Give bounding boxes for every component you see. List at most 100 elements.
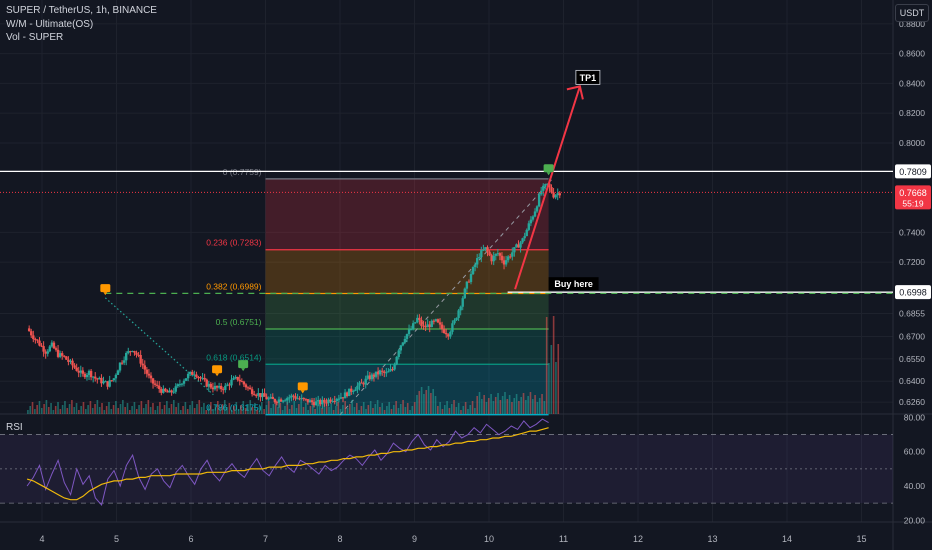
volume-bar — [460, 410, 462, 414]
volume-bar — [339, 409, 342, 414]
candle-body — [517, 244, 520, 248]
volume-bar — [508, 395, 511, 414]
candle-body — [151, 378, 155, 384]
volume-bar — [550, 345, 553, 414]
volume-bar — [543, 401, 546, 414]
candle-body — [286, 398, 289, 401]
candle-body — [383, 371, 386, 373]
signal-marker — [100, 284, 111, 293]
candle-body — [83, 373, 87, 378]
candle-body — [451, 323, 454, 332]
candle-body — [312, 402, 316, 406]
candle-body — [399, 345, 402, 351]
volume-bar — [64, 401, 66, 414]
candle-body — [246, 387, 250, 389]
volume-bar — [59, 409, 62, 414]
volume-bar — [247, 404, 249, 414]
candle-body — [469, 274, 473, 283]
candle-body — [343, 392, 347, 399]
volume-bar — [47, 407, 50, 414]
volume-bar — [38, 401, 41, 414]
volume-bar — [291, 405, 293, 414]
rsi-axis-tick: 80.00 — [904, 412, 926, 422]
candle-body — [455, 317, 458, 321]
candle-body — [290, 395, 293, 398]
candle-body — [471, 267, 475, 275]
volume-bar — [399, 404, 402, 414]
candle-body — [414, 322, 417, 324]
volume-bar — [91, 408, 94, 414]
volume-bar — [207, 406, 210, 414]
volume-bar — [135, 409, 138, 414]
candle-body — [486, 247, 489, 252]
volume-bar — [277, 407, 279, 414]
time-axis-tick: 5 — [114, 534, 119, 544]
volume-bar — [520, 397, 523, 414]
volume-bar — [117, 408, 120, 414]
volume-bar — [462, 406, 465, 414]
candle-body — [269, 396, 272, 399]
candle-body — [193, 374, 196, 376]
candle-body — [104, 381, 107, 383]
volume-bar — [478, 392, 481, 414]
candle-body — [108, 380, 111, 387]
volume-bar — [203, 403, 205, 414]
volume-bar — [386, 406, 388, 414]
volume-bar — [254, 403, 256, 414]
candle-body — [372, 374, 376, 377]
candle-body — [424, 326, 427, 328]
fib-zone — [265, 293, 549, 329]
candle-body — [228, 384, 231, 386]
volume-bar — [198, 400, 201, 414]
time-axis-tick: 10 — [484, 534, 494, 544]
candle-body — [308, 400, 312, 403]
volume-bar — [226, 407, 228, 414]
signal-marker — [238, 360, 249, 369]
candle-body — [288, 397, 291, 399]
candle-body — [127, 351, 130, 354]
volume-bar — [173, 400, 175, 414]
volume-bar — [205, 410, 208, 414]
volume-bar — [96, 400, 99, 414]
candle-body — [488, 251, 491, 256]
volume-bar — [133, 402, 136, 414]
candle-body — [525, 229, 528, 237]
candle-body — [504, 260, 508, 265]
price-tag-bg — [895, 285, 931, 300]
candle-body — [50, 342, 54, 347]
volume-bar — [108, 402, 110, 414]
candle-body — [122, 360, 126, 363]
volume-bar — [170, 404, 173, 414]
currency-button[interactable]: USDT — [895, 4, 929, 22]
volume-bar — [200, 407, 203, 414]
volume-bar — [119, 404, 122, 414]
candle-body — [54, 348, 58, 350]
volume-bar — [156, 406, 159, 414]
current-price-label: 0.7668 — [899, 188, 927, 198]
volume-bar — [101, 403, 103, 414]
volume-bar — [142, 408, 145, 414]
candle-body — [502, 260, 506, 265]
volume-bar — [318, 401, 321, 414]
volume-bar — [453, 400, 455, 414]
volume-bar — [281, 410, 284, 414]
volume-bar — [309, 406, 312, 414]
candle-body — [164, 388, 167, 392]
buy-here-label: Buy here — [554, 279, 593, 289]
candle-body — [333, 401, 336, 403]
candle-body — [116, 370, 120, 375]
candle-body — [294, 396, 297, 399]
time-axis-tick: 7 — [263, 534, 268, 544]
candle-body — [226, 384, 229, 386]
signal-marker — [297, 382, 308, 391]
volume-bar — [409, 410, 411, 414]
volume-bar — [427, 386, 430, 414]
volume-bar — [545, 317, 548, 414]
price-axis-tick: 0.6260 — [899, 397, 925, 407]
candle-body — [211, 387, 215, 390]
candle-body — [387, 371, 390, 373]
price-axis-tick: 0.6550 — [899, 354, 925, 364]
time-axis-tick: 9 — [412, 534, 417, 544]
volume-bar — [457, 403, 460, 414]
